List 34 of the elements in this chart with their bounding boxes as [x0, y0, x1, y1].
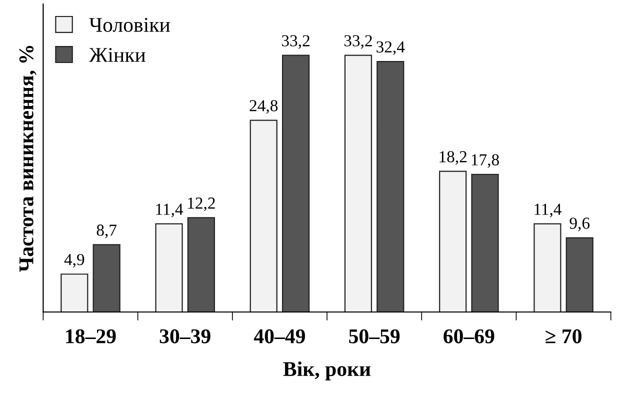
data-label: 17,8 [472, 154, 499, 168]
bar [439, 170, 467, 312]
bar [250, 120, 278, 312]
data-label: 8,7 [96, 224, 117, 238]
x-axis-title: Вік, роки [283, 361, 371, 380]
x-tick-label: 18–29 [66, 329, 116, 344]
data-label: 9,6 [570, 218, 590, 232]
data-label: 12,2 [188, 198, 215, 212]
bar [376, 60, 404, 312]
x-tick-label: 40–49 [254, 329, 305, 344]
x-tick-label: 50–59 [349, 329, 400, 344]
data-label: 11,4 [156, 204, 184, 218]
bar [566, 237, 594, 312]
data-label: 33,2 [282, 35, 310, 49]
bar [282, 54, 310, 312]
x-tick-label: ≥ 70 [546, 329, 582, 344]
bar [344, 54, 372, 312]
data-label: 4,9 [64, 254, 84, 268]
data-label: 33,2 [344, 35, 372, 49]
bar [187, 217, 215, 312]
y-axis-title: Частота виникнення, % [19, 46, 36, 272]
x-tick-label: 60–69 [444, 329, 494, 344]
bar [534, 223, 562, 312]
bar [60, 274, 88, 312]
legend-label: Жінки [89, 48, 146, 62]
data-label: 11,4 [534, 204, 562, 218]
data-label: 18,2 [440, 151, 466, 165]
x-tick-label: 30–39 [160, 329, 210, 344]
legend-label: Чоловіки [89, 18, 170, 32]
bar [471, 174, 499, 312]
data-label: 32,4 [376, 41, 405, 55]
bar [92, 244, 120, 312]
data-label: 24,8 [250, 100, 278, 114]
bar [155, 223, 183, 312]
